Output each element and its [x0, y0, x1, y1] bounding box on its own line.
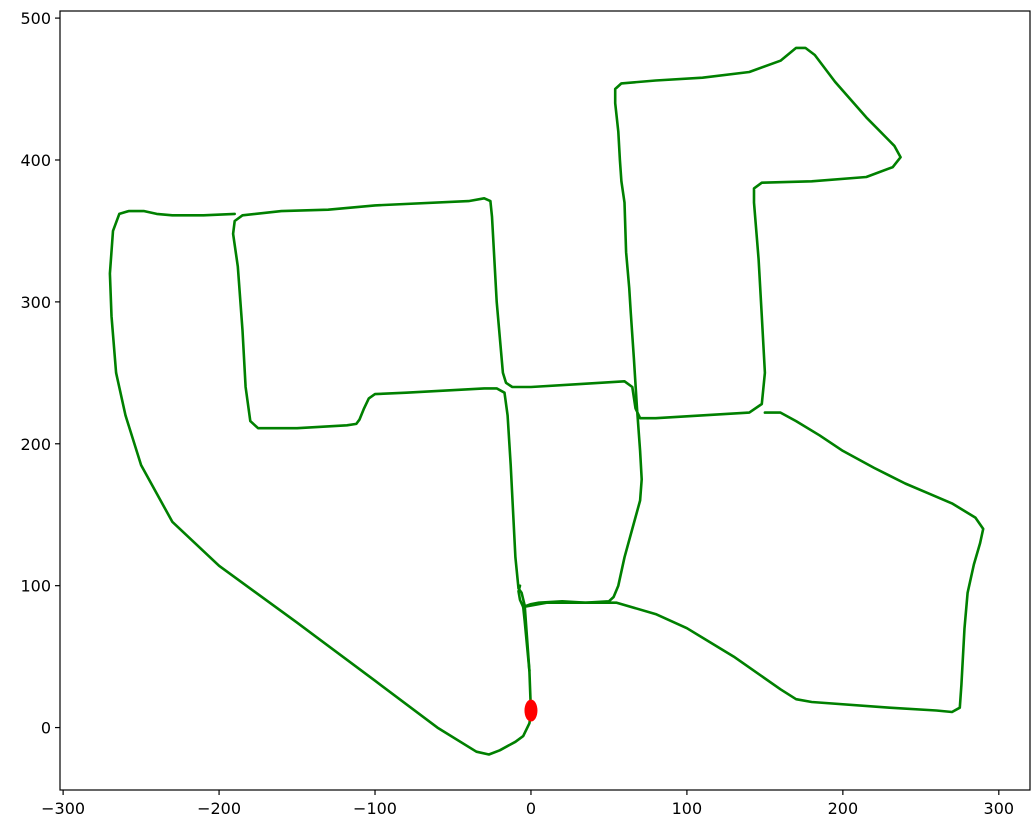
trajectory-path-0-3: [521, 411, 985, 714]
y-axis: 0 100 200 300 400 500: [20, 9, 60, 738]
y-tick-label: 500: [20, 9, 51, 28]
x-tick-label: 100: [672, 799, 703, 818]
x-tick-label: −200: [197, 799, 241, 818]
marker-layer: [524, 699, 538, 722]
plot-frame: [59, 10, 1031, 791]
x-tick-label: 0: [526, 799, 536, 818]
x-tick-label: −100: [353, 799, 397, 818]
y-tick-label: 100: [20, 577, 51, 596]
y-tick-label: 0: [41, 719, 51, 738]
y-tick-label: 300: [20, 293, 51, 312]
x-tick-label: −300: [41, 799, 85, 818]
x-tick-label: 200: [828, 799, 859, 818]
x-axis: −300 −200 −100 0 100 200 300: [41, 790, 1014, 818]
y-tick-label: 200: [20, 435, 51, 454]
x-tick-label: 300: [984, 799, 1015, 818]
start-marker: [524, 699, 538, 722]
trajectory-path-0-0: [231, 46, 902, 715]
trajectory-path-0-2: [521, 605, 531, 673]
trajectory-path-0-1: [108, 209, 533, 756]
y-tick-label: 400: [20, 151, 51, 170]
series-layer: [108, 46, 985, 756]
